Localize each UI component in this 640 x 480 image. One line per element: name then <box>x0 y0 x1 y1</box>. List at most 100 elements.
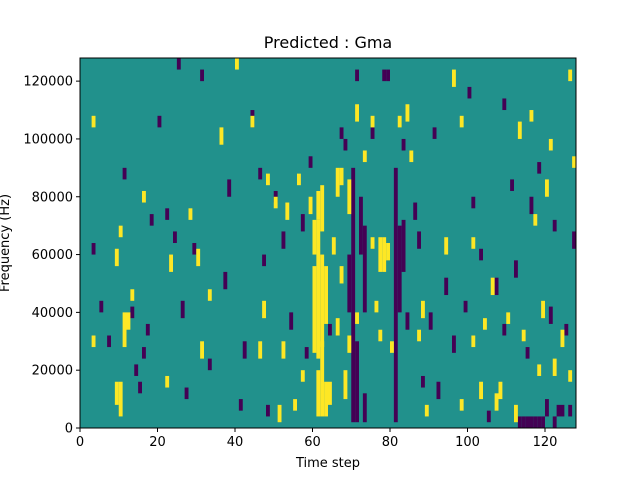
heatmap-cell-low <box>362 393 367 423</box>
heatmap-cell-high <box>374 300 379 313</box>
heatmap-cell-high <box>324 381 328 417</box>
heatmap-cell-high <box>370 115 375 128</box>
heatmap-cell-low <box>494 277 499 296</box>
heatmap-cell-low <box>304 347 309 359</box>
heatmap-cell-low <box>510 179 514 191</box>
heatmap-cell-low <box>576 231 580 248</box>
y-axis-ticks: 0 20000 40000 60000 80000 100000 120000 <box>23 75 80 437</box>
heatmap-cell-high <box>459 399 464 411</box>
heatmap-cell-high <box>355 104 359 122</box>
heatmap-cell-low <box>521 416 526 428</box>
heatmap-cell-low <box>192 243 197 255</box>
heatmap-cell-low <box>401 138 406 151</box>
heatmap-cell-low <box>533 416 538 428</box>
heatmap-cell-high <box>339 167 344 186</box>
heatmap-cell-low <box>386 69 390 82</box>
y-tick-label: 120000 <box>23 75 73 90</box>
heatmap-cell-high <box>281 341 286 359</box>
heatmap-cell-low <box>149 214 154 226</box>
heatmap-cell-low <box>343 138 348 151</box>
heatmap-cell-low <box>184 387 189 400</box>
heatmap-cell-high <box>347 179 352 215</box>
heatmap-cell-low <box>479 248 483 261</box>
heatmap-cell-low <box>134 364 139 376</box>
heatmap-cell-high <box>382 237 387 272</box>
heatmap-cell-low <box>517 416 522 428</box>
heatmap-cell-low <box>238 399 243 411</box>
heatmap-cell-high <box>308 196 313 215</box>
heatmap-cell-low <box>138 381 142 394</box>
heatmap-cell-low <box>180 300 185 319</box>
heatmap-cell-high <box>312 266 317 353</box>
heatmap-cell-high <box>300 370 305 382</box>
heatmap-cell-high <box>126 312 131 330</box>
y-tick-label: 0 <box>65 422 73 437</box>
heatmap-cell-high <box>320 254 325 348</box>
heatmap-cell-high <box>262 300 266 319</box>
chart-title: Predicted : Gma <box>264 33 392 52</box>
heatmap-cell-low <box>107 335 111 348</box>
heatmap-cell-low <box>99 300 104 313</box>
heatmap-cell-low <box>355 341 359 423</box>
heatmap-cell-high <box>250 115 255 128</box>
heatmap-cell-high <box>273 196 278 209</box>
heatmap-cell-high <box>339 266 344 284</box>
heatmap-cell-low <box>370 127 375 139</box>
y-tick-label: 20000 <box>32 364 73 379</box>
heatmap-cell-high <box>409 150 414 163</box>
heatmap-cell-high <box>130 289 135 301</box>
heatmap-cell-low <box>258 167 263 180</box>
plot-frame <box>79 57 577 429</box>
heatmap-cell-low <box>428 312 433 330</box>
x-tick-label: 120 <box>533 435 558 450</box>
heatmap-cell-low <box>541 416 545 428</box>
heatmap-cell-high <box>572 156 576 168</box>
heatmap-cell-high <box>293 399 297 411</box>
heatmap-cell-low <box>362 225 367 313</box>
heatmap-cell-high <box>312 219 317 255</box>
heatmap-cell-high <box>514 404 518 423</box>
heatmap-cell-low <box>145 323 150 336</box>
heatmap-cell-high <box>506 312 511 324</box>
heatmap-cell-low <box>281 231 286 249</box>
heatmap-cell-high <box>533 214 538 226</box>
heatmap-cell-high <box>517 121 522 139</box>
heatmap-cell-low <box>355 69 359 82</box>
heatmap-cell-high <box>91 335 96 348</box>
heatmap-cell-low <box>514 260 518 278</box>
heatmap-cell-high <box>122 312 127 348</box>
heatmap-cell-high <box>576 278 580 290</box>
x-tick-label: 20 <box>149 435 166 450</box>
heatmap-cell-high <box>219 127 224 145</box>
heatmap-cell-low <box>405 312 410 330</box>
x-tick-label: 0 <box>76 435 84 450</box>
heatmap-cell-high <box>235 58 239 70</box>
heatmap-cell-high <box>335 318 340 336</box>
heatmap-cell-low <box>142 347 146 359</box>
heatmap-cell-high <box>114 248 119 267</box>
heatmap-cell-low <box>529 416 534 428</box>
heatmap-cell-high <box>405 104 410 122</box>
heatmap-cell-low <box>289 312 294 330</box>
heatmap-cell-low <box>227 179 232 197</box>
heatmap-cell-low <box>529 196 534 215</box>
heatmap-cell-low <box>417 231 421 249</box>
heatmap-cell-low <box>242 341 247 359</box>
heatmap-cell-low <box>486 410 491 423</box>
heatmap-cell-low <box>157 115 162 128</box>
y-tick-label: 40000 <box>32 306 73 321</box>
heatmap-cell-high <box>452 69 456 87</box>
heatmap-cell-high <box>417 329 421 342</box>
heatmap-cell-low <box>463 300 468 313</box>
heatmap-cell-high <box>390 341 394 353</box>
heatmap-cell-low <box>556 404 561 417</box>
heatmap-cell-low <box>176 58 181 70</box>
heatmap-cell-high <box>386 243 390 261</box>
heatmap-cell-high <box>347 335 352 353</box>
heatmap-cell-low <box>397 225 402 313</box>
heatmap-cell-high <box>335 167 340 197</box>
heatmap-cell-low <box>130 306 135 319</box>
heatmap-cell-high <box>521 329 526 342</box>
heatmap-cell-high <box>459 115 464 128</box>
heatmap-cell-low <box>537 416 542 428</box>
